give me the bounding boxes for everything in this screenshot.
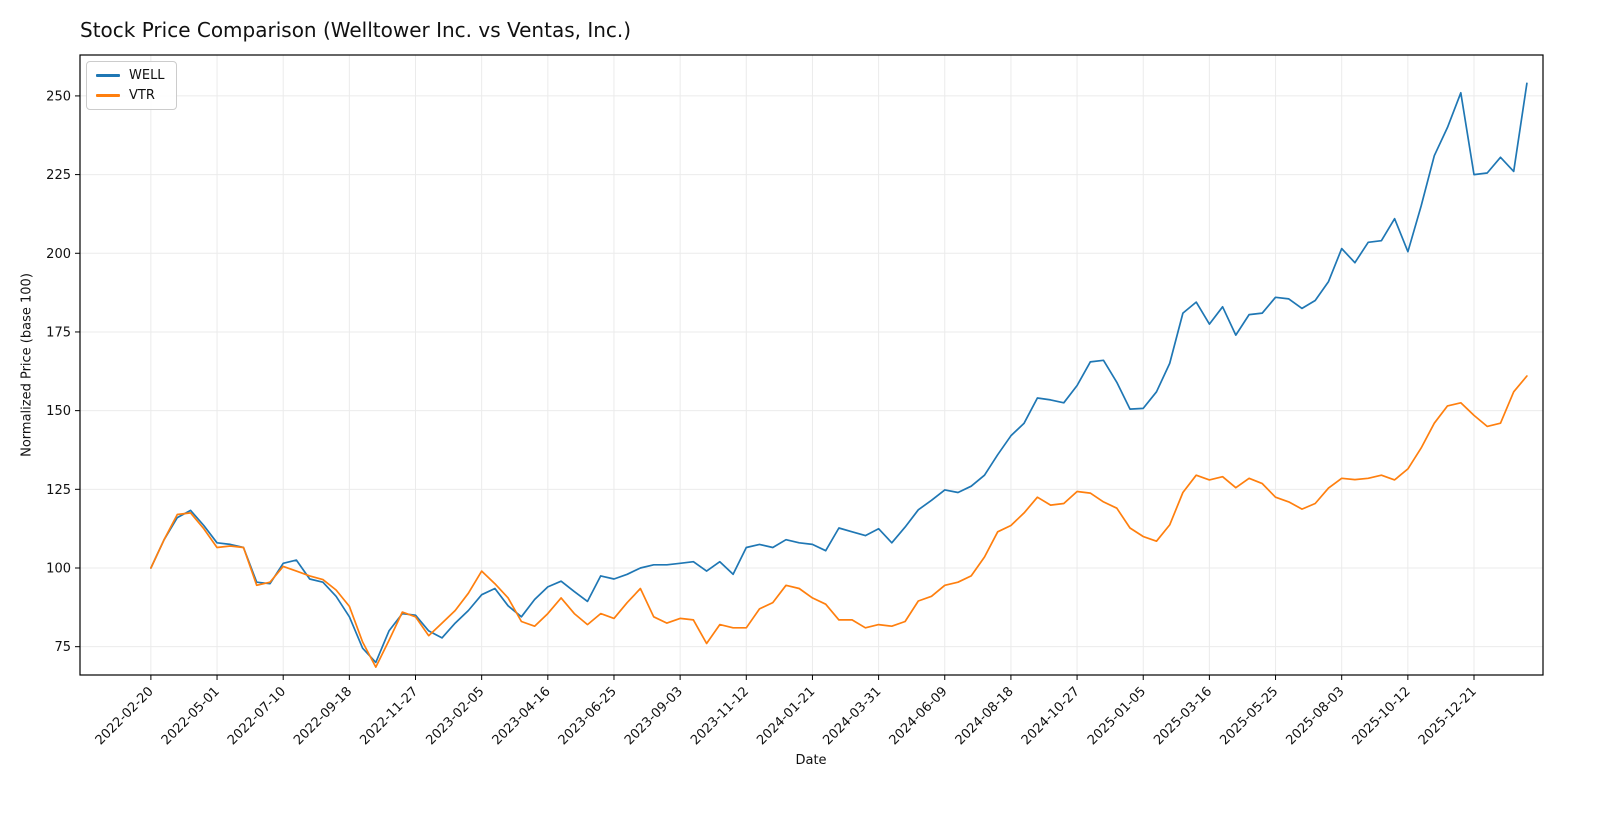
svg-text:2025-05-25: 2025-05-25 [1217, 684, 1281, 748]
legend-label-well: WELL [129, 68, 165, 83]
svg-text:2024-03-31: 2024-03-31 [820, 684, 884, 748]
svg-text:2025-10-12: 2025-10-12 [1350, 684, 1414, 748]
svg-text:200: 200 [46, 247, 71, 262]
svg-text:2025-01-05: 2025-01-05 [1085, 684, 1149, 748]
legend-label-vtr: VTR [129, 88, 155, 103]
svg-text:225: 225 [46, 168, 71, 183]
svg-text:2022-02-20: 2022-02-20 [93, 684, 157, 748]
legend-item-vtr: VTR [96, 89, 165, 102]
x-axis-label: Date [795, 753, 827, 768]
svg-text:250: 250 [46, 89, 71, 104]
svg-text:2023-04-16: 2023-04-16 [490, 684, 554, 748]
legend-item-well: WELL [96, 69, 165, 82]
svg-text:175: 175 [46, 325, 71, 340]
svg-text:75: 75 [54, 640, 71, 655]
svg-text:2023-09-03: 2023-09-03 [622, 684, 686, 748]
svg-text:2025-03-16: 2025-03-16 [1151, 684, 1215, 748]
svg-text:150: 150 [46, 404, 71, 419]
svg-text:125: 125 [46, 483, 71, 498]
svg-text:2022-07-10: 2022-07-10 [225, 684, 289, 748]
legend: WELL VTR [86, 61, 177, 110]
svg-text:2023-11-12: 2023-11-12 [688, 684, 752, 748]
svg-text:2025-12-21: 2025-12-21 [1416, 684, 1480, 748]
svg-text:2023-02-05: 2023-02-05 [423, 684, 487, 748]
svg-text:2024-10-27: 2024-10-27 [1019, 684, 1083, 748]
y-axis-label: Normalized Price (base 100) [19, 273, 35, 457]
vtr-line-swatch [96, 94, 120, 97]
svg-text:2022-05-01: 2022-05-01 [159, 684, 223, 748]
svg-text:100: 100 [46, 561, 71, 576]
svg-text:2023-06-25: 2023-06-25 [556, 684, 620, 748]
chart-title: Stock Price Comparison (Welltower Inc. v… [80, 18, 632, 42]
svg-text:2022-11-27: 2022-11-27 [357, 684, 421, 748]
svg-text:2024-08-18: 2024-08-18 [953, 684, 1017, 748]
svg-text:2022-09-18: 2022-09-18 [291, 684, 355, 748]
svg-text:2024-01-21: 2024-01-21 [754, 684, 818, 748]
svg-text:2024-06-09: 2024-06-09 [887, 684, 951, 748]
well-line-swatch [96, 74, 120, 77]
svg-text:2025-08-03: 2025-08-03 [1283, 684, 1347, 748]
